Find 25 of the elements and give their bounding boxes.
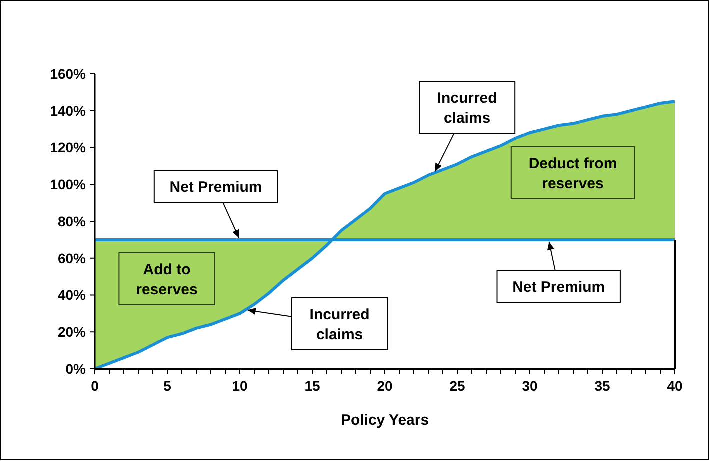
annotation: Add to reserves [136, 261, 198, 298]
annotation: Deduct from reserves [528, 155, 618, 192]
y-tick-label: 120% [50, 140, 87, 156]
y-tick-label: 80% [58, 213, 87, 230]
x-axis-title: Policy Years [340, 412, 430, 429]
x-tick-label: 0 [91, 378, 100, 394]
x-tick-label: 35 [594, 378, 610, 394]
x-tick-label: 15 [304, 378, 320, 394]
annotation: Net Premium [512, 279, 606, 296]
x-tick-label: 30 [522, 378, 538, 394]
x-tick-label: 20 [377, 378, 393, 394]
annotation: Incurred claims [437, 90, 498, 127]
y-tick-label: 100% [50, 176, 87, 193]
y-tick-label: 160% [50, 66, 87, 82]
y-tick-label: 0% [66, 360, 87, 377]
y-tick-label: 60% [58, 250, 87, 266]
x-tick-label: 5 [164, 378, 172, 394]
x-tick-label: 40 [667, 378, 683, 394]
y-tick-label: 140% [50, 102, 87, 119]
x-tick-label: 10 [232, 378, 248, 394]
y-tick-label: 40% [58, 287, 87, 304]
y-tick-label: 20% [58, 324, 87, 340]
annotation: Incurred claims [310, 306, 370, 344]
annotation: Net Premium [170, 179, 262, 196]
x-tick-label: 25 [450, 378, 466, 394]
